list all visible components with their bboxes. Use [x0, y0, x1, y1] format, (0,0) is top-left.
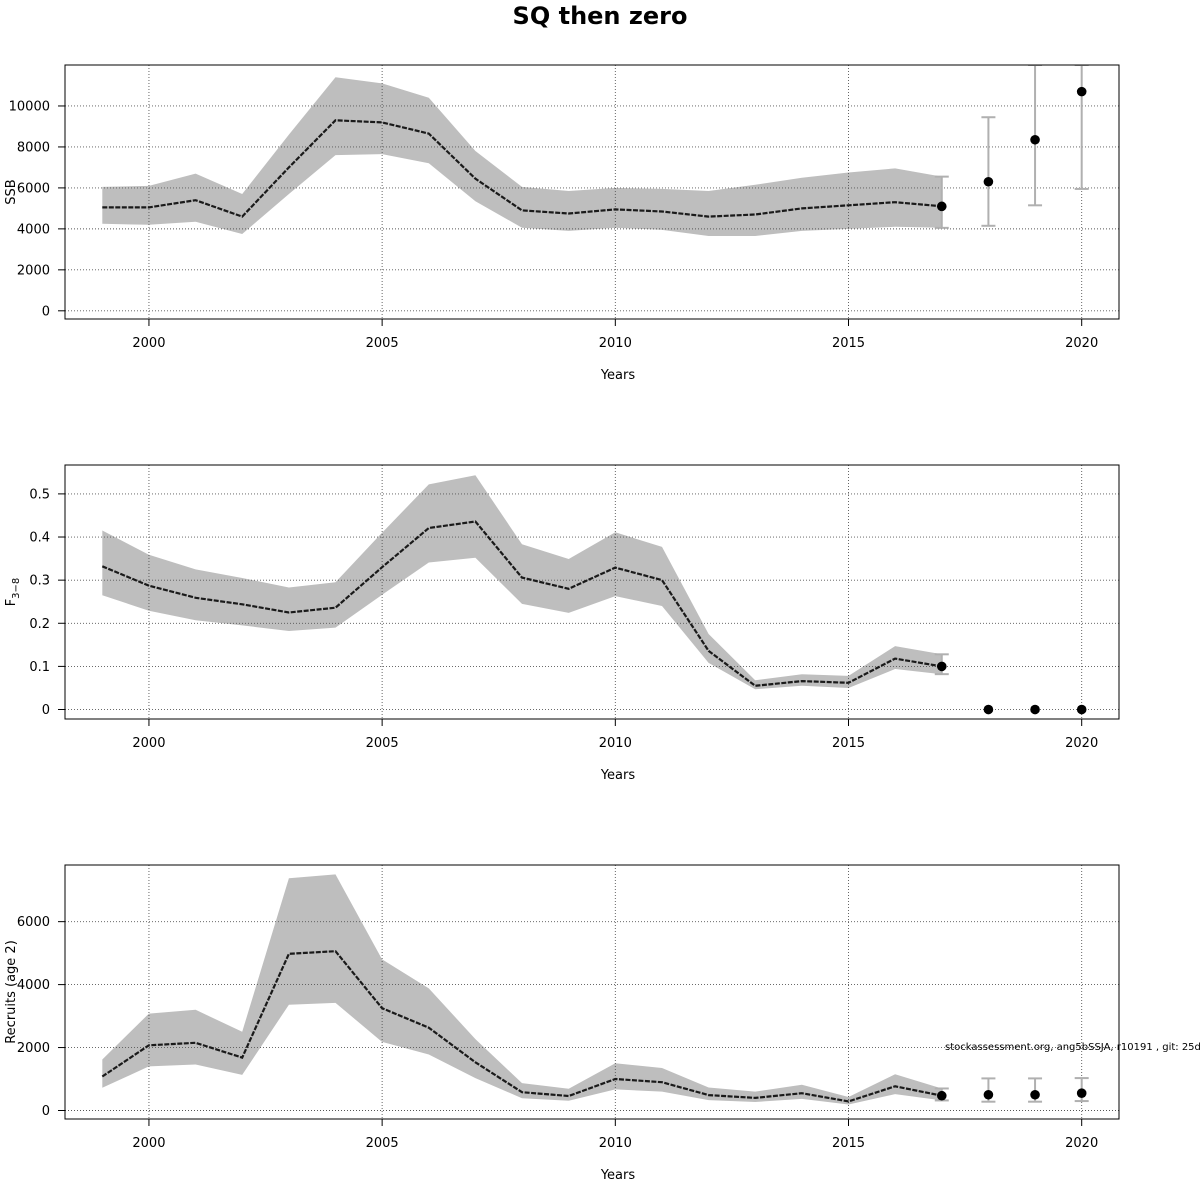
x-tick-label: 2010 — [599, 1136, 632, 1151]
projection-point — [1030, 1089, 1040, 1100]
y-axis-label-main: SSB — [4, 179, 19, 204]
y-tick-label: 2000 — [17, 1041, 50, 1056]
projection-point — [1076, 86, 1087, 97]
x-tick-label: 2015 — [832, 1136, 865, 1151]
x-tick-label: 2005 — [366, 736, 399, 751]
x-axis-label: Years — [600, 1168, 636, 1183]
y-tick-label: 0 — [42, 1104, 50, 1119]
x-tick-label: 2000 — [132, 1136, 165, 1151]
y-tick-label: 0.3 — [29, 574, 50, 589]
projection-point — [936, 1090, 947, 1101]
plot-frame — [64, 464, 1120, 720]
x-tick-label: 2020 — [1065, 736, 1098, 751]
chart-panels: 2000 2005 2010 2015 2020 0 2000 4000 6000 8000 100… — [4, 64, 1120, 1183]
y-tick-label: 8000 — [17, 140, 50, 155]
y-tick-label: 0.4 — [29, 531, 50, 546]
estimate-line — [101, 520, 942, 687]
projection-errorbar — [1074, 65, 1089, 190]
confidence-band — [102, 77, 942, 236]
projection-point — [983, 176, 994, 187]
x-axis-label: Years — [600, 768, 636, 783]
x-tick-label: 2000 — [132, 336, 165, 351]
y-tick-label: 4000 — [17, 978, 50, 993]
y-tick-label: 0 — [42, 304, 50, 319]
y-tick-label: 6000 — [17, 915, 50, 930]
y-tick-label: 0.5 — [29, 487, 50, 502]
x-tick-label: 2000 — [132, 736, 165, 751]
panel-ssb: 2000 2005 2010 2015 2020 0 2000 4000 6000 8000 100… — [4, 64, 1120, 383]
x-axis-label: Years — [600, 368, 636, 383]
projection-point — [1076, 1088, 1087, 1098]
y-axis-label: F3−8 — [4, 578, 22, 607]
y-tick-label: 0 — [42, 703, 50, 718]
y-axis-label-main: Recruits (age 2) — [4, 940, 19, 1044]
projection-point — [1030, 134, 1040, 145]
projection-point — [983, 1089, 994, 1100]
projection-point — [936, 661, 947, 672]
y-axis-label-main: F — [4, 599, 19, 606]
x-tick-label: 2010 — [599, 736, 632, 751]
y-tick-label: 0.2 — [29, 617, 50, 632]
confidence-band — [102, 874, 942, 1105]
x-tick-label: 2015 — [832, 336, 865, 351]
chart-title: SQ then zero — [513, 2, 688, 30]
panel-recruits: 2000 2005 2010 2015 2020 0 2000 4000 6000 Years Re… — [4, 864, 1120, 1183]
projection-point — [1030, 704, 1040, 715]
x-tick-label: 2005 — [366, 1136, 399, 1151]
y-axis-label: Recruits (age 2) — [4, 940, 19, 1044]
estimate-line — [102, 119, 942, 218]
y-tick-label: 2000 — [17, 263, 50, 278]
estimate-line — [101, 950, 943, 1103]
x-tick-label: 2020 — [1065, 1136, 1098, 1151]
y-tick-label: 10000 — [9, 99, 50, 114]
y-tick-label: 0.1 — [29, 660, 50, 675]
y-tick-label: 4000 — [17, 222, 50, 237]
x-tick-label: 2015 — [832, 736, 865, 751]
confidence-band — [102, 475, 942, 690]
x-tick-label: 2020 — [1065, 336, 1098, 351]
panel-fishing-mortality: 2000 2005 2010 2015 2020 0 0.1 0.2 0.3 0.4 0.5 Year… — [4, 464, 1120, 783]
y-axis-label: SSB — [4, 179, 19, 204]
projection-point — [936, 201, 947, 212]
y-axis-label-subscript: 3−8 — [11, 578, 22, 599]
plot-frame — [64, 64, 1120, 320]
footer-note: stockassessment.org, ang5bSSJA, r10191 ,… — [945, 1042, 1200, 1053]
x-tick-label: 2005 — [366, 336, 399, 351]
x-tick-label: 2010 — [599, 336, 632, 351]
y-tick-label: 6000 — [17, 181, 50, 196]
projection-point — [983, 704, 994, 715]
projection-point — [1076, 704, 1087, 715]
plot-frame — [64, 864, 1120, 1120]
projection-errorbar — [981, 116, 996, 227]
